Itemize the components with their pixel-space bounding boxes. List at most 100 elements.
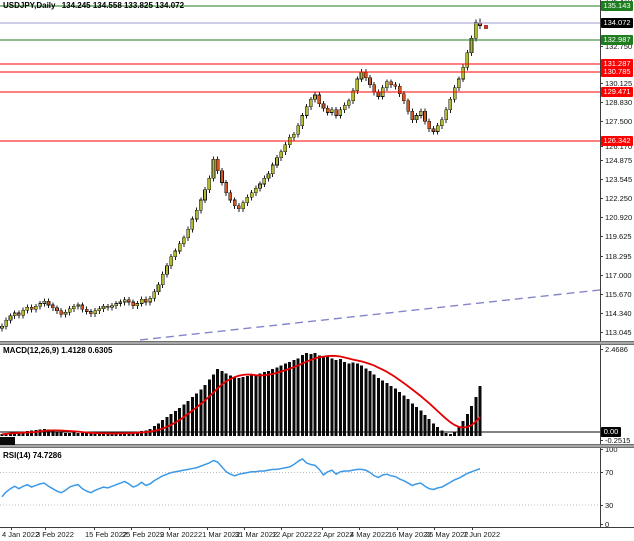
candle-body bbox=[266, 173, 271, 179]
candle-body bbox=[0, 325, 4, 329]
macd-histogram-bar bbox=[334, 360, 338, 436]
macd-histogram-bar bbox=[406, 398, 410, 436]
macd-histogram-bar bbox=[419, 410, 423, 436]
macd-histogram-bar bbox=[440, 430, 444, 436]
date-tick-mark bbox=[397, 527, 398, 530]
price-tick-mark bbox=[600, 198, 603, 199]
candle-body bbox=[50, 304, 55, 309]
candle-body bbox=[55, 307, 59, 312]
candle-body bbox=[292, 134, 296, 138]
macd-histogram-bar bbox=[47, 429, 51, 436]
date-label: 22 Apr 2022 bbox=[313, 530, 354, 539]
candle-body bbox=[135, 303, 140, 306]
candle-body bbox=[406, 100, 410, 112]
candle-body bbox=[372, 84, 377, 93]
candle-body bbox=[160, 274, 165, 285]
macd-histogram-bar bbox=[338, 359, 342, 436]
macd-histogram-bar bbox=[461, 421, 465, 436]
macd-histogram-bar bbox=[76, 432, 80, 436]
macd-histogram-bar bbox=[38, 429, 42, 436]
candle-body bbox=[440, 119, 444, 126]
macd-histogram-bar bbox=[182, 404, 186, 436]
candle-body bbox=[275, 157, 279, 166]
macd-histogram-bar bbox=[393, 388, 397, 436]
candle-body bbox=[34, 306, 38, 310]
macd-histogram-bar bbox=[17, 431, 21, 436]
macd-histogram-bar bbox=[343, 361, 347, 436]
candle-body bbox=[435, 125, 440, 132]
candle-body bbox=[393, 84, 398, 87]
rsi-tick-label: 0 bbox=[605, 520, 610, 529]
date-tick-mark bbox=[45, 527, 46, 530]
macd-histogram-bar bbox=[42, 428, 46, 436]
price-tick-label: 124.875 bbox=[605, 156, 633, 165]
macd-histogram-bar bbox=[131, 432, 135, 436]
trendline[interactable] bbox=[139, 289, 601, 341]
candle-body bbox=[368, 77, 372, 86]
price-level-badge: 132.987 bbox=[601, 35, 633, 45]
price-tick-label: 128.830 bbox=[605, 98, 633, 107]
candle-body bbox=[376, 91, 381, 97]
candle-body bbox=[67, 308, 72, 313]
macd-histogram-bar bbox=[51, 430, 55, 436]
price-tick-mark bbox=[600, 102, 603, 103]
candle-body bbox=[165, 265, 169, 275]
macd-histogram-bar bbox=[190, 397, 194, 436]
macd-histogram-bar bbox=[220, 370, 224, 436]
macd-histogram-bar bbox=[68, 432, 72, 436]
price-scale-border bbox=[600, 0, 601, 527]
candle-body bbox=[334, 109, 338, 116]
candle-body bbox=[72, 306, 76, 309]
macd-histogram-bar bbox=[80, 433, 84, 436]
macd-histogram-bar bbox=[237, 377, 241, 436]
candle-body bbox=[402, 93, 406, 102]
candle-body bbox=[418, 110, 423, 116]
macd-histogram-bar bbox=[423, 414, 427, 436]
pane-separator-macd-rsi[interactable] bbox=[0, 444, 634, 448]
price-marker-icon[interactable] bbox=[484, 25, 488, 29]
macd-histogram-bar bbox=[275, 367, 279, 436]
candle-body bbox=[8, 315, 13, 321]
candle-body bbox=[254, 188, 258, 194]
candle-body bbox=[308, 99, 313, 108]
macd-histogram-bar bbox=[195, 393, 199, 436]
price-level-badge: 131.287 bbox=[601, 59, 633, 69]
macd-histogram-bar bbox=[355, 363, 359, 436]
candle-body bbox=[21, 309, 25, 316]
macd-histogram-bar bbox=[110, 433, 114, 436]
macd-histogram-bar bbox=[321, 357, 325, 436]
macd-histogram-bar bbox=[283, 363, 287, 436]
candle-body bbox=[283, 144, 288, 153]
macd-histogram-bar bbox=[135, 431, 139, 436]
price-tick-label: 113.045 bbox=[605, 328, 632, 337]
price-tick-label: 119.625 bbox=[605, 232, 632, 241]
candle-body bbox=[131, 301, 135, 306]
ohlc-readout: 134.245 134.558 133.825 134.072 bbox=[61, 1, 185, 10]
candle-body bbox=[186, 228, 190, 239]
macd-histogram-bar bbox=[313, 353, 317, 436]
current-price-badge: 134.072 bbox=[601, 18, 633, 28]
date-label: 4 Jan 2022 bbox=[2, 530, 40, 539]
date-label: 21 Mar 2022 bbox=[198, 530, 241, 539]
macd-histogram-bar bbox=[376, 377, 380, 436]
pane-separator-main-macd[interactable] bbox=[0, 341, 634, 345]
candle-body bbox=[84, 309, 89, 312]
candle-body bbox=[93, 310, 97, 315]
candle-body bbox=[431, 128, 436, 132]
macd-histogram-bar bbox=[288, 361, 292, 436]
price-tick-label: 120.920 bbox=[605, 213, 633, 222]
candle-body bbox=[325, 107, 330, 113]
date-tick-mark bbox=[244, 527, 245, 530]
candle-body bbox=[359, 71, 364, 80]
macd-histogram-bar bbox=[254, 374, 258, 436]
price-tick-mark bbox=[600, 160, 603, 161]
price-tick-label: 118.295 bbox=[605, 252, 632, 261]
macd-histogram-bar bbox=[262, 371, 266, 436]
macd-histogram-bar bbox=[203, 384, 207, 436]
macd-histogram-bar bbox=[300, 354, 304, 436]
candle-body bbox=[105, 306, 110, 308]
macd-histogram-bar bbox=[347, 363, 351, 436]
candle-body bbox=[127, 299, 131, 303]
